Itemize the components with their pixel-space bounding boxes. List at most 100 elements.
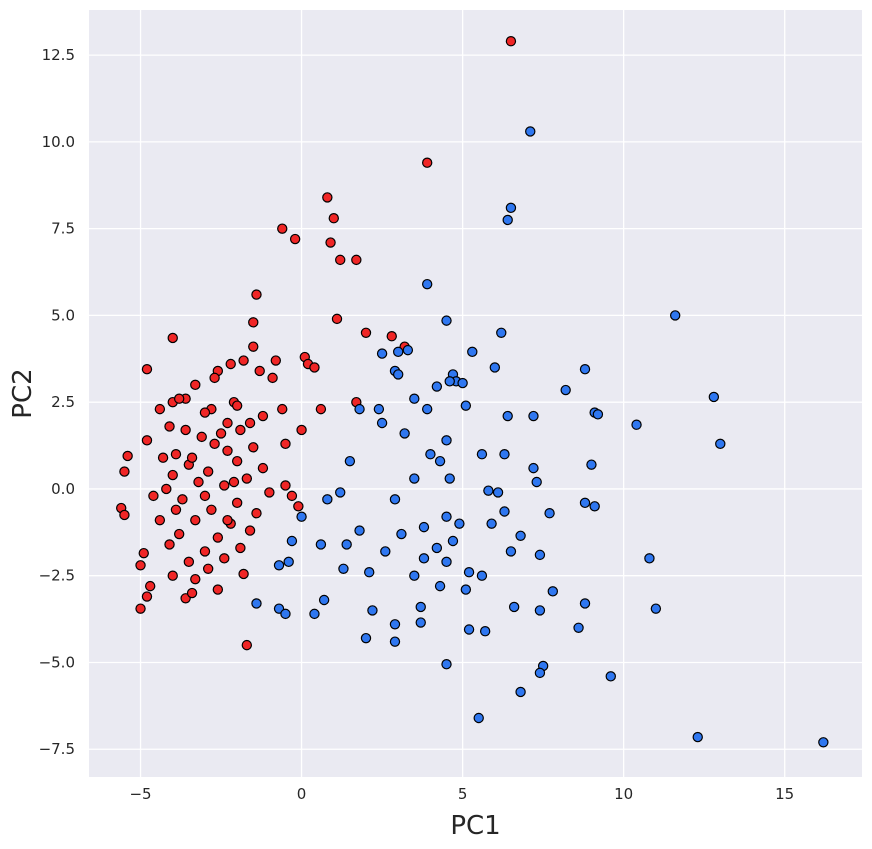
scatter-point	[505, 202, 517, 214]
scatter-point	[476, 570, 488, 581]
scatter-point	[631, 419, 642, 430]
scatter-point	[351, 254, 362, 266]
scatter-point	[328, 213, 339, 224]
y-tick-label: 2.5	[51, 393, 75, 411]
scatter-point	[251, 508, 262, 519]
x-tick-label: 0	[297, 785, 307, 803]
scatter-point	[715, 438, 726, 450]
scatter-point	[322, 494, 333, 505]
scatter-point	[202, 563, 214, 574]
scatter-point	[389, 636, 401, 647]
scatter-point	[386, 331, 397, 342]
scatter-point	[409, 570, 420, 581]
scatter-point	[196, 431, 207, 443]
scatter-point	[286, 490, 298, 502]
scatter-point	[441, 315, 452, 326]
scatter-point	[434, 455, 446, 467]
y-axis-ticks: −7.5 −5.0 −2.5 0.0 2.5 5.0 7.5 10.0 12.5	[39, 46, 75, 758]
scatter-point	[457, 377, 468, 389]
scatter-point	[296, 511, 307, 522]
scatter-point	[212, 584, 224, 595]
y-tick-label: −7.5	[39, 740, 75, 758]
scatter-point	[222, 514, 233, 526]
scatter-point	[586, 459, 597, 470]
scatter-point	[135, 603, 146, 614]
scatter-point	[119, 466, 130, 477]
scatter-point	[206, 504, 217, 515]
scatter-point	[257, 462, 269, 474]
scatter-point	[441, 435, 452, 446]
scatter-point	[157, 452, 169, 463]
scatter-point	[418, 553, 430, 564]
scatter-point	[199, 546, 211, 557]
scatter-point	[579, 364, 591, 375]
scatter-point	[515, 530, 526, 541]
scatter-point	[692, 731, 703, 743]
scatter-point	[444, 473, 455, 484]
scatter-point	[154, 514, 166, 526]
y-tick-label: 10.0	[42, 133, 75, 151]
x-axis-ticks: −5 0 5 10 15	[129, 785, 794, 803]
scatter-point	[190, 379, 201, 391]
scatter-point	[280, 480, 291, 491]
scatter-point	[280, 438, 291, 450]
scatter-point	[531, 476, 542, 488]
scatter-point	[441, 556, 452, 568]
x-tick-label: 5	[458, 785, 468, 803]
scatter-point	[122, 450, 133, 462]
scatter-point	[579, 598, 591, 609]
scatter-point	[277, 403, 288, 415]
x-tick-label: 10	[614, 785, 633, 803]
scatter-point	[219, 480, 230, 491]
scatter-point	[244, 525, 256, 536]
y-tick-label: 0.0	[51, 480, 75, 498]
scatter-point	[212, 532, 224, 543]
scatter-point	[460, 584, 472, 595]
scatter-point	[376, 417, 388, 429]
scatter-point	[238, 355, 249, 366]
x-axis-label: PC1	[450, 811, 500, 841]
scatter-point	[650, 603, 662, 614]
scatter-point	[309, 362, 320, 373]
scatter-point	[248, 442, 259, 453]
scatter-point	[441, 511, 452, 522]
scatter-point	[248, 317, 259, 328]
scatter-point	[309, 608, 320, 620]
scatter-point	[380, 546, 391, 557]
scatter-point	[486, 518, 497, 529]
scatter-point	[502, 410, 513, 422]
scatter-point	[364, 567, 375, 578]
scatter-point	[354, 403, 365, 415]
scatter-point	[273, 560, 285, 571]
scatter-point	[251, 598, 262, 609]
y-tick-label: 5.0	[51, 306, 75, 324]
scatter-point	[215, 428, 227, 439]
scatter-point	[277, 223, 288, 234]
scatter-point	[376, 348, 388, 359]
scatter-point	[164, 421, 175, 432]
scatter-point	[421, 403, 433, 415]
scatter-point	[164, 539, 175, 550]
scatter-point	[476, 449, 488, 460]
scatter-point	[148, 490, 159, 502]
scatter-point	[573, 622, 584, 633]
scatter-point	[444, 376, 455, 387]
scatter-point	[225, 358, 236, 370]
scatter-point	[267, 372, 278, 384]
x-tick-label: 15	[775, 785, 794, 803]
scatter-point	[325, 237, 336, 248]
scatter-point	[173, 528, 185, 540]
scatter-point	[190, 573, 201, 585]
scatter-point	[141, 364, 153, 375]
scatter-point	[170, 449, 182, 460]
scatter-point	[141, 591, 153, 602]
scatter-point	[335, 254, 346, 266]
scatter-point	[202, 466, 214, 477]
scatter-point	[421, 157, 433, 168]
x-tick-label: −5	[129, 785, 151, 803]
scatter-point	[335, 487, 346, 498]
scatter-point	[135, 560, 146, 571]
scatter-point	[254, 365, 265, 377]
scatter-point	[409, 393, 420, 404]
scatter-point	[315, 403, 327, 415]
